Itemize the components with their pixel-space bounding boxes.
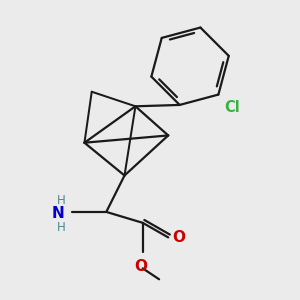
Text: Cl: Cl: [224, 100, 240, 115]
Text: H: H: [56, 221, 65, 234]
Text: H: H: [56, 194, 65, 208]
Text: O: O: [134, 259, 147, 274]
Text: N: N: [52, 206, 64, 221]
Text: O: O: [172, 230, 185, 245]
